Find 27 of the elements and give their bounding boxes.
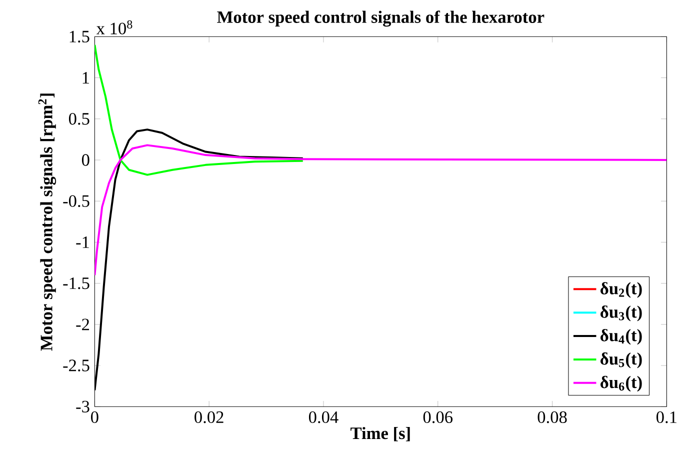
line-series (94, 144, 667, 276)
y-tick-label: -2.5 (63, 360, 90, 372)
line-series (94, 44, 304, 176)
legend-label: δu$_{6}$(t) (600, 376, 642, 392)
legend-label: δu$_{4}$(t) (600, 328, 642, 345)
legend-label: δu$_{2}$(t) (600, 282, 642, 298)
y-tick-label: -1.5 (63, 277, 90, 290)
x-tick-label: 0.02 (194, 411, 224, 424)
text: x 10$^{8}$ (96, 20, 132, 34)
y-tick-label: -2 (76, 318, 90, 330)
x-tick-label: 0.04 (308, 411, 338, 424)
y-tick-label: -3 (76, 400, 90, 412)
y-tick-label: 1 (82, 72, 89, 84)
y-tick-label: 0.5 (68, 113, 90, 125)
x-tick-label: 0.08 (538, 411, 567, 424)
y-tick-label: 0 (82, 154, 90, 166)
y-tick-label: -0.5 (63, 195, 90, 207)
chart-title: Motor speed control signals of the hexarotor (217, 10, 544, 27)
x-axis-title: Time [s] (350, 426, 410, 442)
x-tick-label: 0.1 (656, 411, 676, 424)
legend-label: δu$_{5}$(t) (600, 352, 642, 368)
x-tick-label: 0 (91, 411, 98, 424)
y-tick-label: -1 (76, 236, 89, 248)
y-axis-title: Motor speed control signals [rpm$^{2}$] (38, 94, 56, 351)
legend-label: δu$_{3}$(t) (600, 306, 642, 322)
x-tick-label: 0.06 (423, 411, 453, 424)
y-tick-label: 1.5 (70, 30, 90, 43)
